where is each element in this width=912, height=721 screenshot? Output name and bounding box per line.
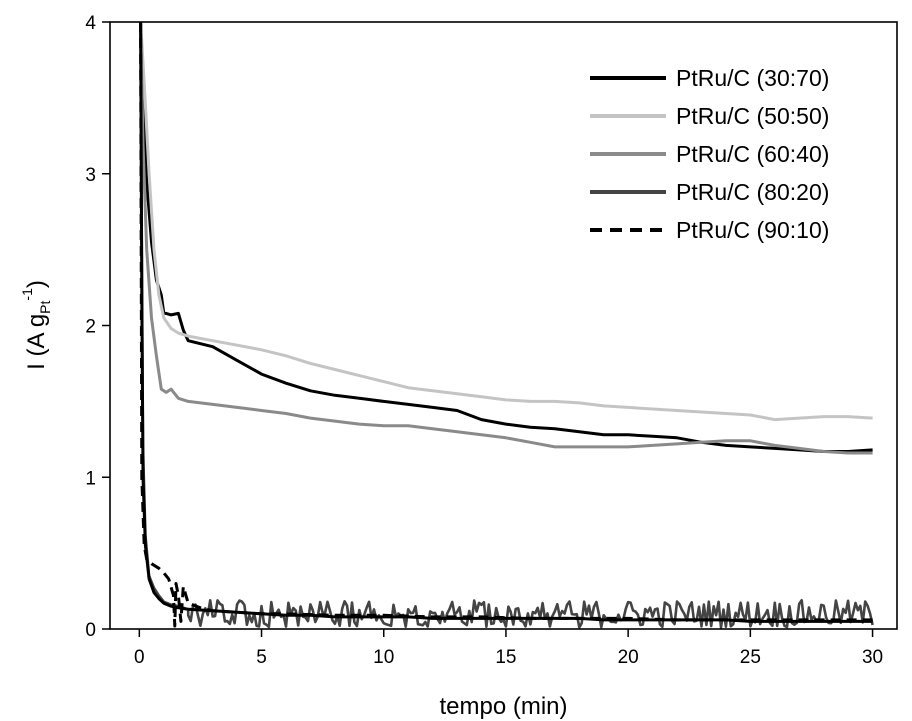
- series-line-1: [139, 22, 873, 453]
- y-tick-label: 2: [85, 317, 96, 338]
- y-tick-label: 3: [85, 165, 96, 186]
- series-line-6: [139, 22, 873, 623]
- series-line-5: [139, 22, 873, 628]
- x-tick-label: 30: [862, 647, 883, 668]
- legend-label: PtRu/C (80:20): [676, 179, 829, 205]
- y-tick-label: 4: [85, 13, 96, 34]
- legend-label: PtRu/C (60:40): [676, 141, 829, 167]
- axes-layer: 0 5 10 15 20 25 30 0 1 2 3 4: [85, 13, 883, 668]
- series-line-3: [139, 22, 873, 455]
- legend-label: PtRu/C (30:70): [676, 65, 829, 91]
- x-tick-label: 15: [495, 647, 516, 668]
- x-tick-label: 5: [256, 647, 267, 668]
- y-tick-label: 1: [85, 468, 96, 489]
- x-tick-label: 25: [740, 647, 761, 668]
- y-axis-title-close: ): [23, 280, 50, 288]
- series-line-2: [139, 22, 873, 422]
- x-tick-label: 0: [134, 647, 145, 668]
- legend: PtRu/C (30:70) PtRu/C (50:50) PtRu/C (60:4…: [590, 65, 829, 243]
- y-axis-title-main: I (A g: [23, 314, 50, 370]
- x-axis-title: tempo (min): [439, 693, 567, 720]
- x-tick-label: 20: [618, 647, 639, 668]
- legend-label: PtRu/C (90:10): [676, 217, 829, 243]
- y-tick-label: 0: [85, 620, 96, 641]
- y-axis-title-sub: Pt: [37, 300, 53, 313]
- x-tick-label: 10: [373, 647, 394, 668]
- legend-label: PtRu/C (50:50): [676, 103, 829, 129]
- y-axis-title: I (A gPt-1): [19, 280, 53, 370]
- y-axis-title-sup: -1: [19, 288, 35, 301]
- series-layer: [139, 22, 874, 629]
